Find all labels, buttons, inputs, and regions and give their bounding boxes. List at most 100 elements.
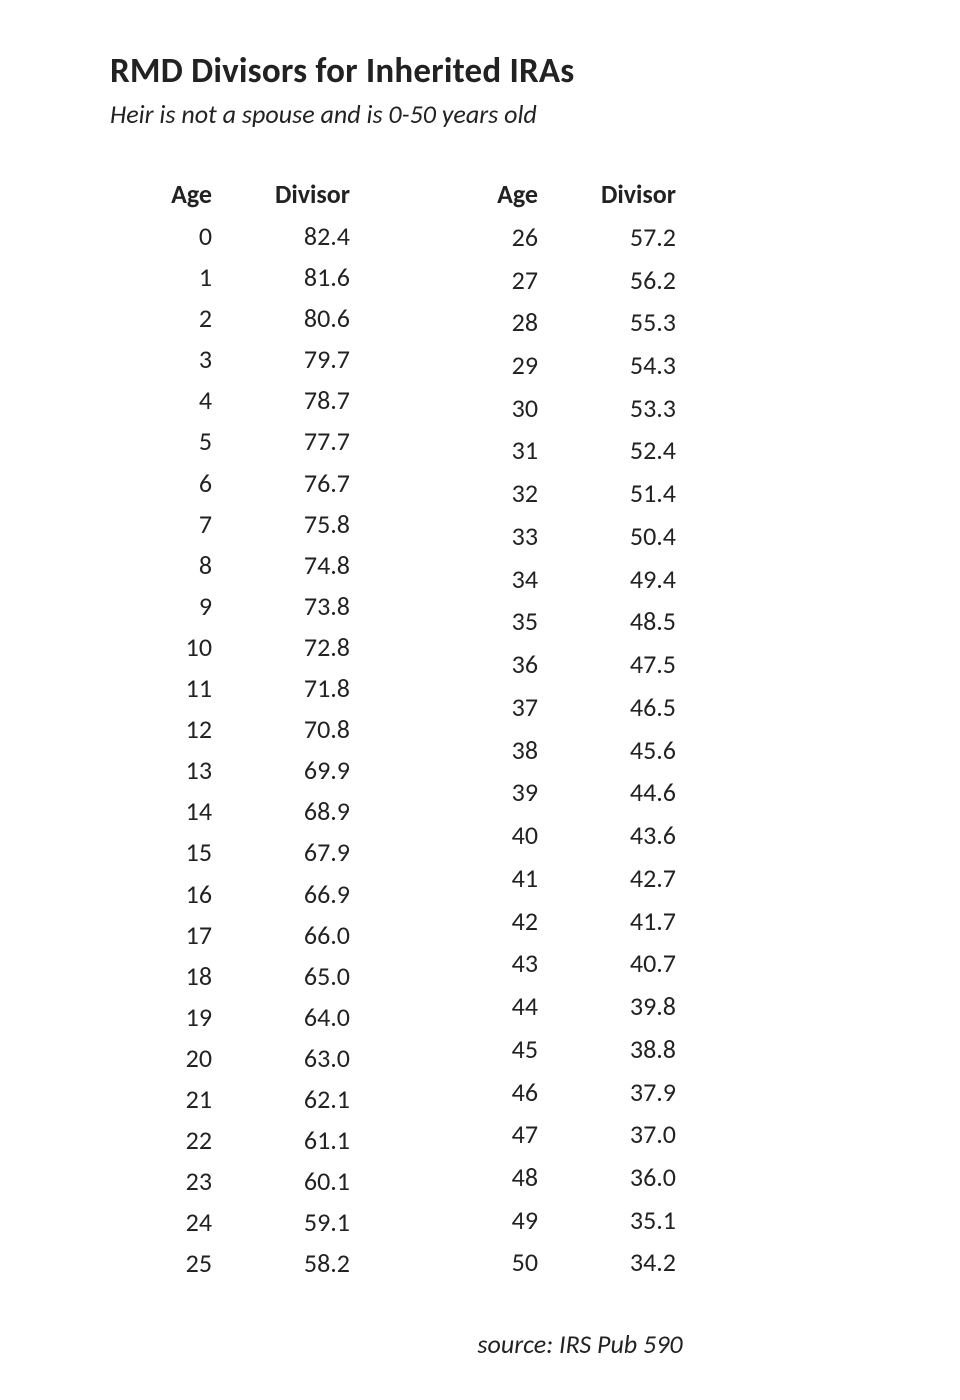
cell-divisor: 73.8 — [226, 586, 364, 627]
cell-age: 47 — [454, 1113, 552, 1156]
table-row: 2063.0 — [128, 1038, 364, 1079]
cell-divisor: 70.8 — [226, 709, 364, 750]
table-row: 4935.1 — [454, 1199, 690, 1242]
cell-divisor: 47.5 — [552, 643, 690, 686]
cell-divisor: 36.0 — [552, 1156, 690, 1199]
table-row: 2162.1 — [128, 1079, 364, 1120]
cell-age: 4 — [128, 380, 226, 421]
cell-age: 32 — [454, 472, 552, 515]
cell-divisor: 61.1 — [226, 1120, 364, 1161]
cell-divisor: 38.8 — [552, 1028, 690, 1071]
cell-age: 25 — [128, 1243, 226, 1284]
cell-age: 11 — [128, 668, 226, 709]
cell-age: 24 — [128, 1202, 226, 1243]
table-row: 379.7 — [128, 339, 364, 380]
cell-divisor: 46.5 — [552, 686, 690, 729]
table-row: 2657.2 — [454, 216, 690, 259]
source-citation: source: IRS Pub 590 — [270, 1328, 890, 1360]
cell-age: 42 — [454, 900, 552, 943]
cell-divisor: 64.0 — [226, 997, 364, 1038]
table-row: 775.8 — [128, 504, 364, 545]
cell-age: 44 — [454, 985, 552, 1028]
table-row: 1865.0 — [128, 956, 364, 997]
cell-divisor: 71.8 — [226, 668, 364, 709]
table-row: 478.7 — [128, 380, 364, 421]
table-row: 181.6 — [128, 257, 364, 298]
table-row: 577.7 — [128, 421, 364, 462]
cell-divisor: 43.6 — [552, 814, 690, 857]
cell-age: 28 — [454, 301, 552, 344]
table-row: 2756.2 — [454, 259, 690, 302]
cell-age: 46 — [454, 1071, 552, 1114]
table-row: 4737.0 — [454, 1113, 690, 1156]
cell-age: 30 — [454, 387, 552, 430]
table-row: 4538.8 — [454, 1028, 690, 1071]
table-row: 4439.8 — [454, 985, 690, 1028]
table-row: 4043.6 — [454, 814, 690, 857]
cell-divisor: 58.2 — [226, 1243, 364, 1284]
cell-age: 18 — [128, 956, 226, 997]
cell-age: 2 — [128, 298, 226, 339]
table-row: 3944.6 — [454, 772, 690, 815]
cell-age: 12 — [128, 709, 226, 750]
cell-age: 39 — [454, 772, 552, 815]
table-row: 4241.7 — [454, 900, 690, 943]
table-row: 5034.2 — [454, 1242, 690, 1285]
table-columns-wrapper: Age Divisor 082.4181.6280.6379.7478.7577… — [128, 178, 890, 1284]
cell-divisor: 37.0 — [552, 1113, 690, 1156]
cell-age: 27 — [454, 259, 552, 302]
cell-age: 31 — [454, 430, 552, 473]
rmd-table-right: Age Divisor 2657.22756.22855.32954.33053… — [454, 178, 690, 1284]
cell-divisor: 68.9 — [226, 791, 364, 832]
rmd-table-left: Age Divisor 082.4181.6280.6379.7478.7577… — [128, 178, 364, 1284]
cell-divisor: 44.6 — [552, 772, 690, 815]
cell-age: 26 — [454, 216, 552, 259]
cell-divisor: 54.3 — [552, 344, 690, 387]
cell-divisor: 60.1 — [226, 1161, 364, 1202]
cell-age: 13 — [128, 750, 226, 791]
cell-age: 10 — [128, 627, 226, 668]
table-row: 1369.9 — [128, 750, 364, 791]
cell-divisor: 50.4 — [552, 515, 690, 558]
table-row: 2360.1 — [128, 1161, 364, 1202]
page-subtitle: Heir is not a spouse and is 0-50 years o… — [110, 98, 890, 130]
table-row: 3152.4 — [454, 430, 690, 473]
cell-age: 45 — [454, 1028, 552, 1071]
cell-age: 1 — [128, 257, 226, 298]
cell-age: 8 — [128, 545, 226, 586]
cell-age: 33 — [454, 515, 552, 558]
cell-divisor: 74.8 — [226, 545, 364, 586]
cell-age: 23 — [128, 1161, 226, 1202]
cell-age: 9 — [128, 586, 226, 627]
cell-divisor: 69.9 — [226, 750, 364, 791]
cell-age: 5 — [128, 421, 226, 462]
table-row: 1072.8 — [128, 627, 364, 668]
cell-divisor: 51.4 — [552, 472, 690, 515]
cell-divisor: 81.6 — [226, 257, 364, 298]
cell-divisor: 72.8 — [226, 627, 364, 668]
cell-age: 3 — [128, 339, 226, 380]
table-row: 4142.7 — [454, 857, 690, 900]
cell-age: 20 — [128, 1038, 226, 1079]
table-body-left: 082.4181.6280.6379.7478.7577.7676.7775.8… — [128, 216, 364, 1284]
cell-age: 40 — [454, 814, 552, 857]
table-row: 082.4 — [128, 216, 364, 257]
cell-divisor: 35.1 — [552, 1199, 690, 1242]
cell-divisor: 66.0 — [226, 915, 364, 956]
table-row: 1766.0 — [128, 915, 364, 956]
cell-age: 14 — [128, 791, 226, 832]
cell-age: 21 — [128, 1079, 226, 1120]
table-row: 4340.7 — [454, 942, 690, 985]
cell-divisor: 76.7 — [226, 463, 364, 504]
table-row: 3350.4 — [454, 515, 690, 558]
cell-age: 19 — [128, 997, 226, 1038]
cell-divisor: 49.4 — [552, 558, 690, 601]
table-row: 2954.3 — [454, 344, 690, 387]
cell-divisor: 78.7 — [226, 380, 364, 421]
cell-divisor: 75.8 — [226, 504, 364, 545]
cell-age: 7 — [128, 504, 226, 545]
table-row: 1270.8 — [128, 709, 364, 750]
cell-divisor: 77.7 — [226, 421, 364, 462]
cell-divisor: 56.2 — [552, 259, 690, 302]
table-row: 3449.4 — [454, 558, 690, 601]
